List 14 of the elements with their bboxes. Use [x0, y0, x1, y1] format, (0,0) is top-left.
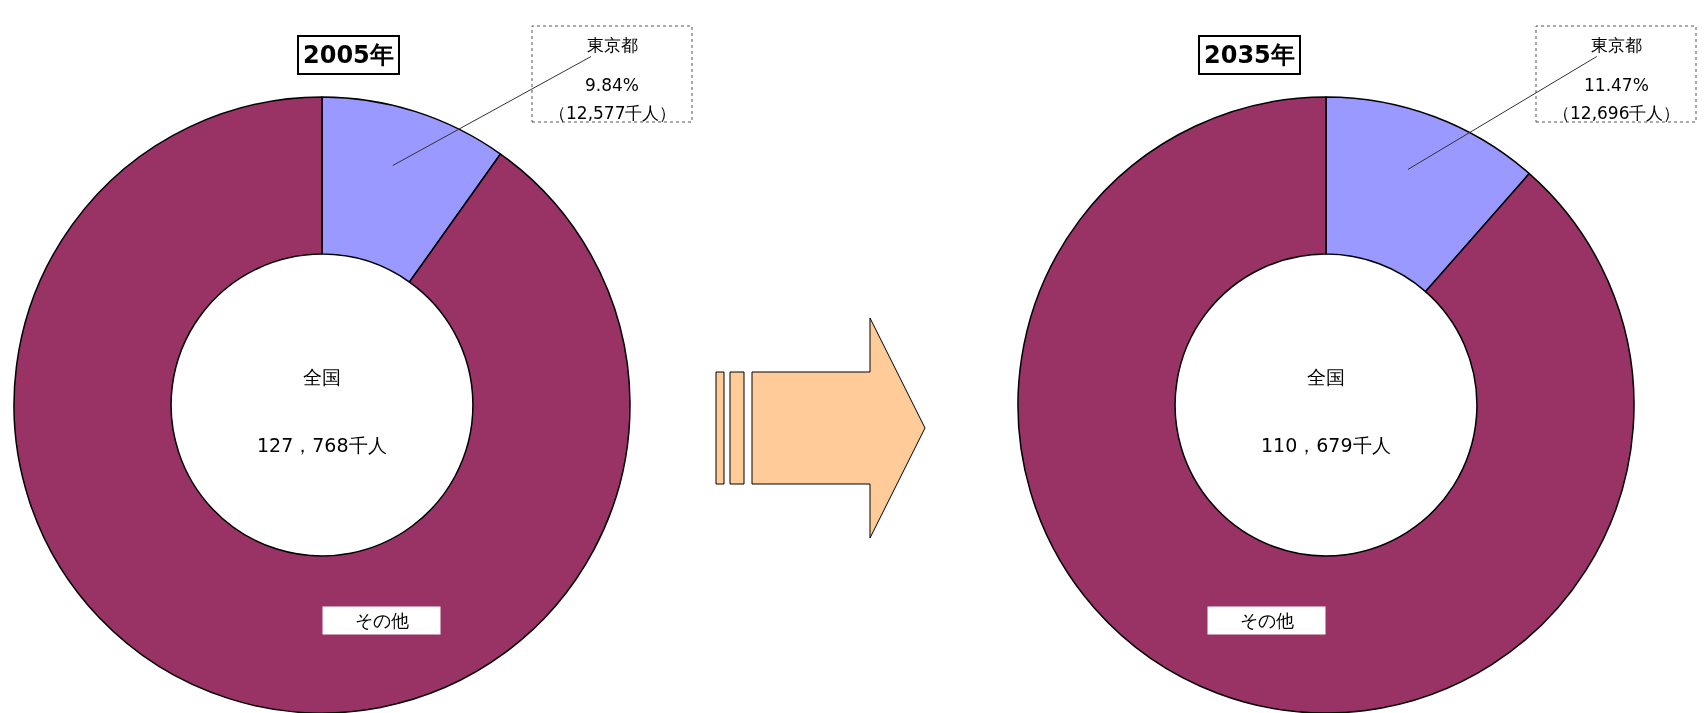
slice-label: 東京都: [587, 35, 638, 55]
text: 全国: [1307, 366, 1345, 388]
text: （12,696千人）: [1553, 103, 1681, 123]
chart-title: 2005年: [303, 41, 394, 69]
text: 全国: [303, 366, 341, 388]
slice-label: その他: [1211, 610, 1323, 631]
data-label: 11.47%: [1584, 75, 1649, 95]
text: 127，768千人: [257, 434, 387, 456]
text: （12,577千人）: [549, 103, 677, 123]
data-label: 9.84%: [585, 75, 640, 95]
text: 110，679千人: [1261, 434, 1391, 456]
slice-label: 東京都: [1591, 35, 1642, 55]
slice-label: その他: [326, 610, 438, 631]
chart-title: 2035年: [1204, 41, 1295, 69]
